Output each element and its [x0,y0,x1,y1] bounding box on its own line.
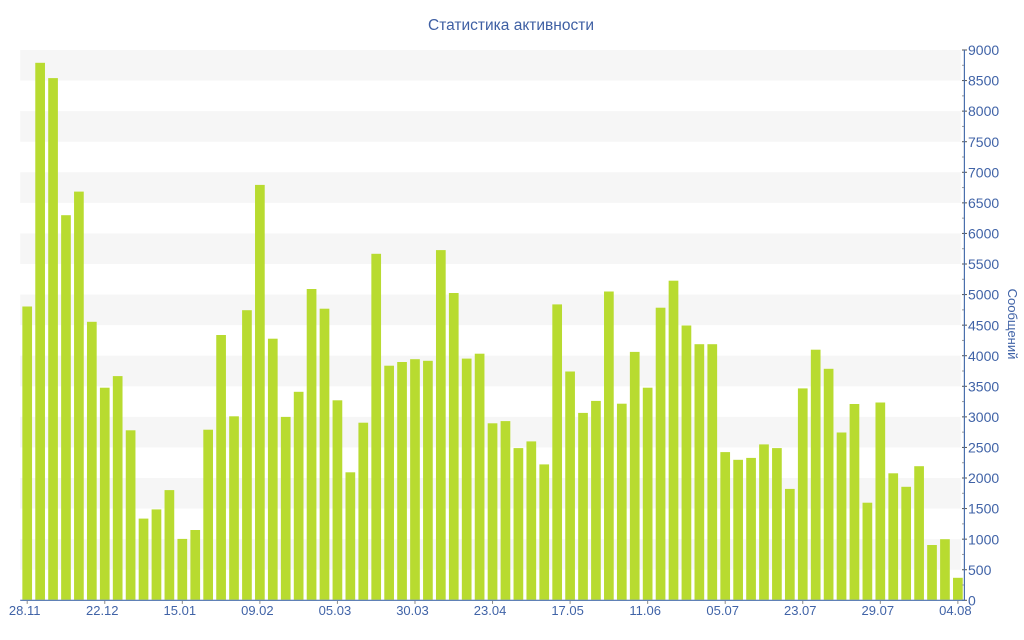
svg-text:22.12: 22.12 [86,603,119,618]
svg-text:6500: 6500 [968,195,999,211]
svg-text:3000: 3000 [968,409,999,425]
svg-text:3500: 3500 [968,378,999,394]
svg-text:6000: 6000 [968,226,999,242]
svg-text:4000: 4000 [968,348,999,364]
svg-text:4500: 4500 [968,317,999,333]
svg-text:04.08: 04.08 [939,603,972,618]
svg-text:Статистика активности: Статистика активности [428,17,594,34]
svg-text:2500: 2500 [968,440,999,456]
svg-text:28.11: 28.11 [9,603,41,618]
svg-text:2000: 2000 [968,470,999,486]
svg-text:5000: 5000 [968,287,999,303]
svg-text:15.01: 15.01 [164,603,197,618]
svg-text:1500: 1500 [968,501,999,517]
svg-text:7500: 7500 [968,134,999,150]
svg-text:500: 500 [968,562,992,578]
svg-text:09.02: 09.02 [241,603,274,618]
svg-text:Сообщений: Сообщений [1005,289,1020,360]
svg-text:30.03: 30.03 [396,603,429,618]
svg-text:0: 0 [968,592,976,608]
svg-text:23.04: 23.04 [474,603,507,618]
svg-text:23.07: 23.07 [784,603,817,618]
svg-text:8000: 8000 [968,103,999,119]
svg-text:7000: 7000 [968,164,999,180]
svg-text:8500: 8500 [968,73,999,89]
svg-text:9000: 9000 [968,42,999,58]
svg-text:29.07: 29.07 [862,603,895,618]
svg-text:05.03: 05.03 [319,603,352,618]
svg-text:11.06: 11.06 [629,603,661,618]
svg-text:17.05: 17.05 [551,603,584,618]
svg-text:5500: 5500 [968,256,999,272]
svg-text:05.07: 05.07 [706,603,739,618]
svg-text:1000: 1000 [968,531,999,547]
